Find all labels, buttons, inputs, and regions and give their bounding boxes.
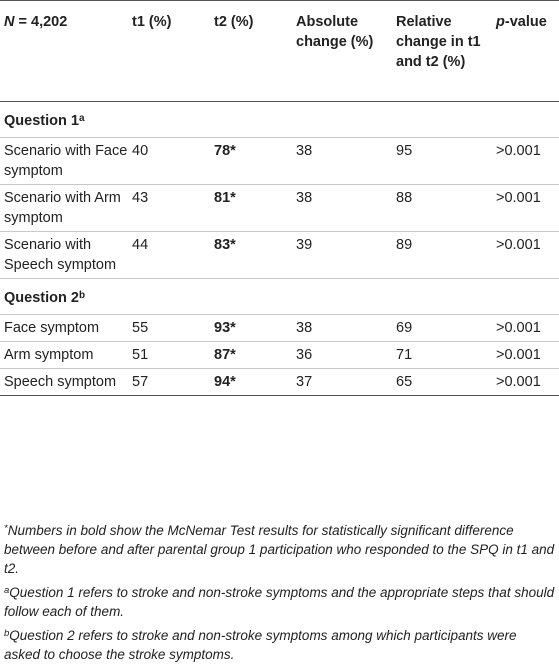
table-row: Face symptom 55 93* 38 69 >0.001 xyxy=(0,314,559,342)
header-p-value: p-value xyxy=(496,1,559,102)
row-label: Speech symptom xyxy=(4,374,117,390)
row-t1: 40 xyxy=(132,143,149,159)
header-t2: t2 (%) xyxy=(214,14,254,30)
row-label: Face symptom xyxy=(4,320,100,336)
header-n-value: = 4,202 xyxy=(18,14,68,30)
row-relative: 89 xyxy=(396,237,413,253)
row-relative: 95 xyxy=(396,143,413,159)
row-label: Arm symptom xyxy=(4,347,94,363)
row-p: >0.001 xyxy=(496,190,541,206)
table-row: Scenario with Speech symptom 44 83* 39 8… xyxy=(0,232,559,279)
row-t1: 57 xyxy=(132,374,149,390)
results-table: N = 4,202 t1 (%) t2 (%) Absolute change … xyxy=(0,0,559,396)
row-absolute: 38 xyxy=(296,143,313,159)
row-absolute: 38 xyxy=(296,190,313,206)
section-sup: a xyxy=(78,112,85,124)
row-t2: 87* xyxy=(214,347,236,363)
table-row: Scenario with Arm symptom 43 81* 38 88 >… xyxy=(0,185,559,232)
row-p: >0.001 xyxy=(496,320,541,336)
table-row: Speech symptom 57 94* 37 65 >0.001 xyxy=(0,369,559,396)
footnote-b-mark: b xyxy=(4,627,10,639)
footnote-b: bQuestion 2 refers to stroke and non-str… xyxy=(4,626,556,664)
table-row: Scenario with Face symptom 40 78* 38 95 … xyxy=(0,137,559,185)
row-label: Scenario with Face symptom xyxy=(4,143,128,179)
header-relative-change: Relative change in t1 and t2 (%) xyxy=(396,14,481,70)
row-relative: 69 xyxy=(396,320,413,336)
row-p: >0.001 xyxy=(496,374,541,390)
row-absolute: 36 xyxy=(296,347,313,363)
row-t2: 93* xyxy=(214,320,236,336)
row-t2: 94* xyxy=(214,374,236,390)
row-p: >0.001 xyxy=(496,143,541,159)
header-n-label: N xyxy=(4,14,15,30)
footnote-a-mark: a xyxy=(4,584,10,596)
table-row: Arm symptom 51 87* 36 71 >0.001 xyxy=(0,342,559,369)
section-header-question-2: Question 2b xyxy=(0,279,559,315)
row-relative: 71 xyxy=(396,347,413,363)
header-p-rest: -value xyxy=(504,14,547,30)
header-p-italic: p xyxy=(496,14,505,30)
row-t1: 44 xyxy=(132,237,149,253)
footnote-star-mark: * xyxy=(4,522,8,534)
row-absolute: 37 xyxy=(296,374,313,390)
footnote-b-text: Question 2 refers to stroke and non-stro… xyxy=(4,628,517,662)
row-absolute: 39 xyxy=(296,237,313,253)
row-absolute: 38 xyxy=(296,320,313,336)
header-absolute-change: Absolute change (%) xyxy=(296,14,374,50)
row-p: >0.001 xyxy=(496,347,541,363)
header-n: N = 4,202 xyxy=(0,1,132,102)
section-sup: b xyxy=(78,289,86,301)
section-title: Question 2 xyxy=(4,290,79,306)
header-row: N = 4,202 t1 (%) t2 (%) Absolute change … xyxy=(0,0,559,102)
row-relative: 88 xyxy=(396,190,413,206)
table-footnotes: *Numbers in bold show the McNemar Test r… xyxy=(4,521,556,669)
row-label: Scenario with Arm symptom xyxy=(4,190,121,226)
section-header-question-1: Question 1a xyxy=(0,102,559,138)
row-t2: 78* xyxy=(214,143,236,159)
footnote-a-text: Question 1 refers to stroke and non-stro… xyxy=(4,585,555,619)
row-t2: 81* xyxy=(214,190,236,206)
footnote-star: *Numbers in bold show the McNemar Test r… xyxy=(4,521,556,578)
header-t1: t1 (%) xyxy=(132,14,172,30)
row-t1: 55 xyxy=(132,320,149,336)
row-t2: 83* xyxy=(214,237,236,253)
footnote-star-text: Numbers in bold show the McNemar Test re… xyxy=(4,523,555,576)
row-t1: 51 xyxy=(132,347,149,363)
footnote-a: aQuestion 1 refers to stroke and non-str… xyxy=(4,583,556,621)
section-title: Question 1 xyxy=(4,113,79,129)
row-p: >0.001 xyxy=(496,237,541,253)
row-t1: 43 xyxy=(132,190,149,206)
row-relative: 65 xyxy=(396,374,413,390)
row-label: Scenario with Speech symptom xyxy=(4,237,117,273)
